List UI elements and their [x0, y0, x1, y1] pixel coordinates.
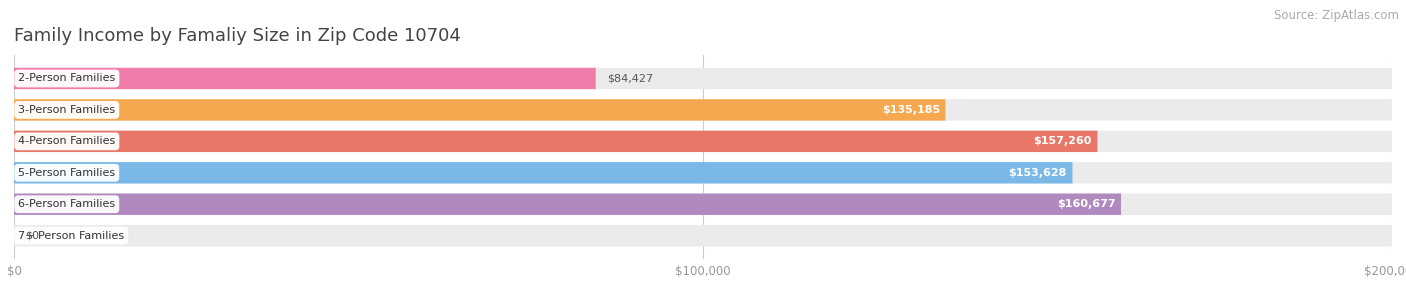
FancyBboxPatch shape [14, 68, 596, 89]
Text: $84,427: $84,427 [607, 74, 652, 84]
Text: $160,677: $160,677 [1057, 199, 1115, 209]
Text: 2-Person Families: 2-Person Families [18, 74, 115, 84]
Text: 3-Person Families: 3-Person Families [18, 105, 115, 115]
Text: 4-Person Families: 4-Person Families [18, 136, 115, 146]
Text: Family Income by Famaliy Size in Zip Code 10704: Family Income by Famaliy Size in Zip Cod… [14, 27, 461, 45]
Text: 5-Person Families: 5-Person Families [18, 168, 115, 178]
Text: $0: $0 [25, 231, 39, 241]
Text: Source: ZipAtlas.com: Source: ZipAtlas.com [1274, 9, 1399, 22]
FancyBboxPatch shape [14, 99, 1392, 120]
FancyBboxPatch shape [14, 131, 1098, 152]
Text: $153,628: $153,628 [1008, 168, 1067, 178]
Text: $135,185: $135,185 [882, 105, 939, 115]
FancyBboxPatch shape [14, 131, 1392, 152]
FancyBboxPatch shape [14, 68, 1392, 89]
Text: $157,260: $157,260 [1033, 136, 1092, 146]
FancyBboxPatch shape [14, 162, 1073, 184]
FancyBboxPatch shape [14, 99, 945, 120]
FancyBboxPatch shape [14, 194, 1392, 215]
FancyBboxPatch shape [14, 225, 1392, 246]
Text: 6-Person Families: 6-Person Families [18, 199, 115, 209]
Text: 7+ Person Families: 7+ Person Families [18, 231, 124, 241]
FancyBboxPatch shape [14, 194, 1121, 215]
FancyBboxPatch shape [14, 162, 1392, 184]
